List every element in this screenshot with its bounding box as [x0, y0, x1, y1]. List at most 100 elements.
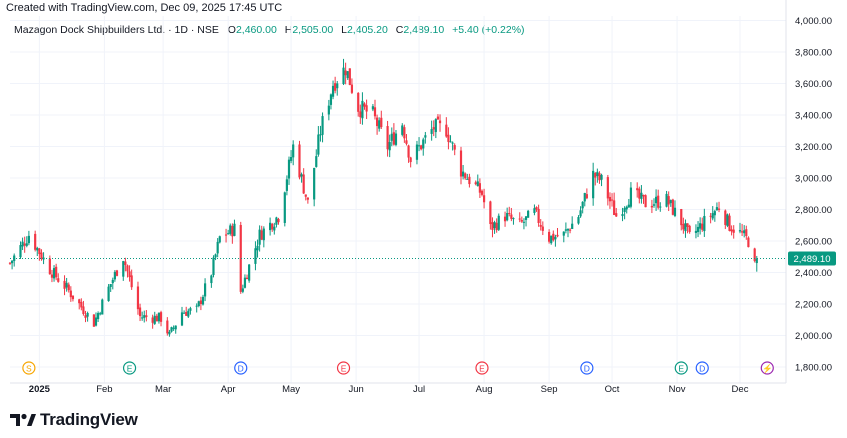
tradingview-brand[interactable]: TradingView [10, 410, 138, 430]
candle[interactable] [627, 198, 630, 208]
candle[interactable] [728, 213, 731, 232]
candle[interactable] [478, 178, 481, 198]
candle[interactable] [317, 126, 320, 157]
candle[interactable] [598, 171, 601, 184]
candle[interactable] [197, 300, 200, 308]
candle[interactable] [143, 310, 146, 323]
candle[interactable] [319, 125, 322, 142]
candle[interactable] [654, 189, 658, 211]
candle[interactable] [329, 93, 333, 110]
candle[interactable] [21, 237, 24, 251]
candle[interactable] [451, 141, 454, 151]
candle[interactable] [510, 207, 513, 222]
candle[interactable] [313, 167, 316, 207]
candle[interactable] [254, 241, 257, 271]
candle[interactable] [522, 218, 526, 230]
candle[interactable] [709, 212, 712, 224]
candle[interactable] [170, 326, 173, 333]
candle[interactable] [638, 186, 641, 204]
candle[interactable] [113, 270, 116, 282]
candle[interactable] [357, 92, 360, 117]
candle[interactable] [581, 201, 584, 214]
candle[interactable] [629, 182, 633, 209]
candle[interactable] [579, 206, 582, 218]
candle[interactable] [409, 156, 412, 168]
candle[interactable] [25, 236, 28, 248]
candle[interactable] [262, 226, 265, 248]
candle[interactable] [348, 68, 351, 86]
candle[interactable] [562, 231, 565, 243]
event-marker[interactable]: E [475, 361, 489, 375]
candle[interactable] [642, 194, 645, 204]
candle[interactable] [432, 120, 435, 137]
candle[interactable] [480, 189, 484, 197]
candle[interactable] [640, 185, 643, 204]
candle[interactable] [40, 249, 43, 261]
candle[interactable] [621, 207, 624, 222]
candle[interactable] [210, 274, 213, 288]
candle[interactable] [248, 263, 251, 283]
candle[interactable] [424, 131, 427, 144]
candle[interactable] [417, 137, 421, 152]
candle[interactable] [36, 246, 39, 257]
candle[interactable] [512, 217, 515, 225]
candle[interactable] [755, 255, 758, 272]
candle[interactable] [415, 140, 419, 165]
candle[interactable] [476, 174, 479, 187]
candle[interactable] [459, 146, 463, 185]
candle[interactable] [491, 217, 494, 238]
candle[interactable] [673, 200, 677, 218]
candle[interactable] [298, 140, 301, 180]
candle[interactable] [571, 216, 574, 230]
candle[interactable] [430, 120, 433, 141]
candle[interactable] [407, 144, 410, 163]
candle[interactable] [94, 312, 98, 327]
candle[interactable] [67, 282, 70, 293]
candle[interactable] [650, 199, 653, 214]
candle[interactable] [57, 273, 60, 283]
candle[interactable] [243, 274, 247, 289]
candle[interactable] [606, 174, 609, 206]
candle[interactable] [636, 182, 639, 198]
candle[interactable] [13, 253, 16, 267]
candle[interactable] [195, 303, 198, 313]
candle[interactable] [50, 269, 54, 283]
candle[interactable] [747, 236, 750, 248]
candle[interactable] [493, 220, 496, 234]
candle[interactable] [518, 212, 521, 223]
candle[interactable] [359, 104, 362, 124]
candle[interactable] [361, 92, 364, 125]
candle[interactable] [285, 175, 288, 196]
candle[interactable] [82, 300, 85, 316]
candle[interactable] [126, 264, 129, 278]
candle[interactable] [743, 225, 746, 238]
candle[interactable] [684, 219, 687, 238]
candle[interactable] [390, 127, 393, 147]
candle[interactable] [107, 284, 110, 302]
candle[interactable] [342, 58, 345, 86]
candle[interactable] [92, 314, 96, 327]
candle[interactable] [327, 99, 330, 121]
candle[interactable] [34, 230, 37, 252]
event-marker[interactable]: E [674, 361, 688, 375]
candle[interactable] [277, 217, 280, 225]
candle[interactable] [610, 193, 614, 207]
candle[interactable] [331, 80, 335, 100]
candle[interactable] [52, 265, 56, 282]
candle[interactable] [730, 225, 733, 236]
candle[interactable] [482, 188, 486, 209]
candle[interactable] [401, 123, 404, 137]
candle[interactable] [203, 278, 207, 302]
candle[interactable] [671, 198, 674, 216]
candle[interactable] [350, 78, 354, 95]
candle[interactable] [227, 229, 230, 235]
candle[interactable] [539, 219, 542, 231]
candle[interactable] [27, 230, 30, 246]
candle[interactable] [405, 134, 408, 146]
candle[interactable] [8, 262, 12, 265]
candle[interactable] [122, 260, 125, 281]
candle[interactable] [136, 281, 140, 315]
candle[interactable] [141, 311, 144, 321]
candle[interactable] [380, 110, 383, 129]
candle[interactable] [65, 277, 68, 292]
